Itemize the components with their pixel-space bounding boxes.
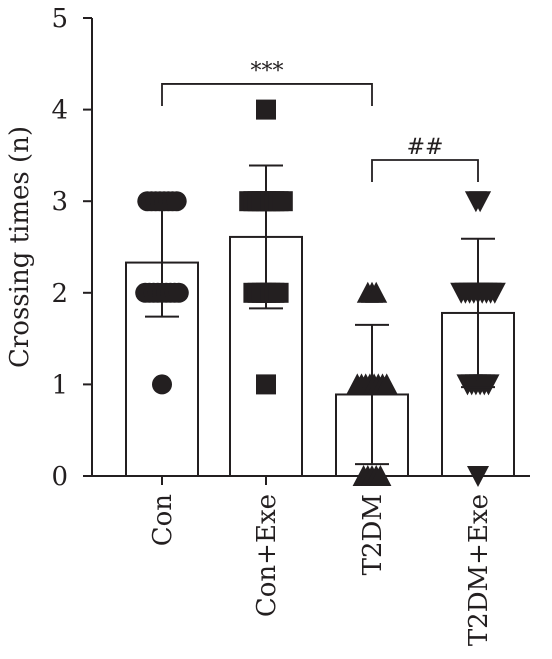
error-bars: [145, 164, 495, 466]
data-point: [168, 282, 189, 303]
y-tick-label: 2: [51, 279, 68, 309]
data-point: [268, 282, 289, 303]
data-point: [469, 191, 492, 213]
y-tick-label: 1: [51, 370, 68, 400]
y-tick-label: 0: [51, 462, 68, 492]
axes: 0 1 2 3 4 5 Con Con+Exe T2DM T2DM+Exe: [51, 4, 530, 646]
x-tick-label: Con: [148, 494, 178, 547]
y-tick-label: 3: [51, 187, 68, 217]
x-tick-label: T2DM: [358, 494, 388, 575]
data-point: [365, 281, 388, 303]
data-point: [483, 282, 506, 304]
y-tick-label: 5: [51, 4, 68, 34]
data-point: [369, 465, 392, 486]
data-point: [166, 191, 187, 212]
significance-bracket: [371, 159, 479, 182]
y-axis-title: Crossing times (n): [5, 126, 35, 368]
data-point: [152, 374, 172, 395]
x-tick-label: Con+Exe: [252, 494, 282, 617]
data-point: [467, 466, 489, 487]
significance-label: ***: [251, 59, 284, 84]
significance-brackets: *** ##: [161, 59, 479, 182]
bars: [125, 235, 515, 478]
data-point: [256, 99, 276, 120]
y-tick-label: 4: [51, 96, 68, 126]
significance-bracket: [161, 83, 373, 106]
data-point: [272, 191, 293, 212]
significance-label: ##: [407, 135, 444, 160]
x-tick-label: T2DM+Exe: [464, 494, 494, 646]
data-point: [477, 374, 500, 396]
data-point: [375, 373, 398, 395]
data-point: [256, 374, 276, 395]
